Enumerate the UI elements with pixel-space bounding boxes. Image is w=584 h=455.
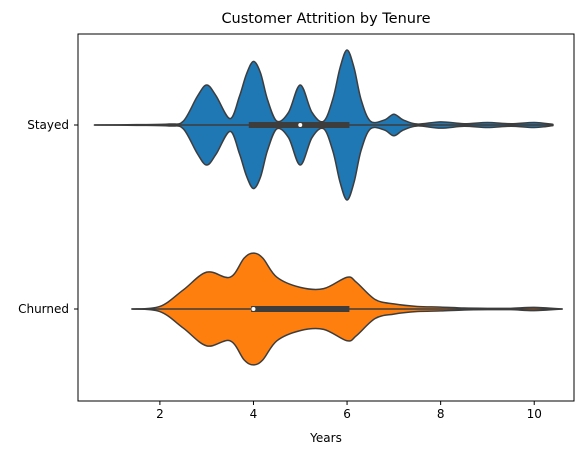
plot-area xyxy=(93,49,564,366)
violin-stayed xyxy=(93,49,554,201)
iqr-box xyxy=(251,306,350,312)
median-marker xyxy=(298,123,303,127)
x-tick-label: 6 xyxy=(343,407,351,421)
y-tick-label-churned: Churned xyxy=(18,302,69,316)
x-tick-label: 8 xyxy=(437,407,445,421)
chart-title: Customer Attrition by Tenure xyxy=(221,11,430,27)
x-tick-label: 2 xyxy=(156,407,164,421)
x-tick-label: 4 xyxy=(250,407,258,421)
violin-churned xyxy=(131,252,564,366)
median-marker xyxy=(251,307,256,311)
x-tick-label: 10 xyxy=(527,407,542,421)
y-axis: Stayed Churned xyxy=(18,118,78,316)
x-axis: 2 4 6 8 10 xyxy=(156,401,542,421)
axes-frame xyxy=(77,33,575,402)
y-tick-label-stayed: Stayed xyxy=(27,118,69,132)
x-axis-label: Years xyxy=(309,431,342,445)
